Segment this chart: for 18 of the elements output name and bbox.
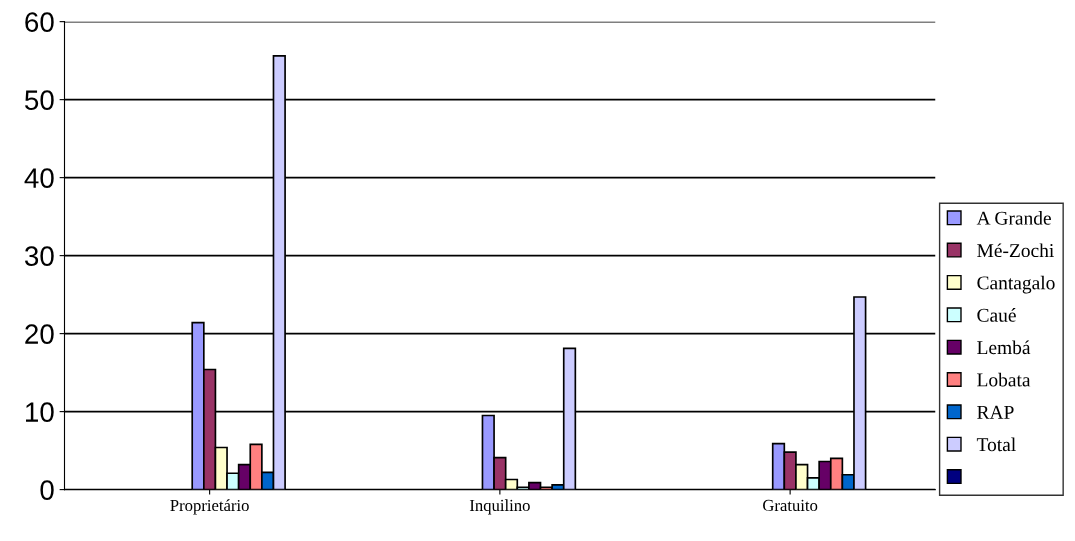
legend-label: Cantagalo — [977, 275, 1055, 294]
y-tick-label: 30 — [24, 246, 54, 266]
legend-label: Mé-Zochi — [977, 243, 1054, 258]
y-tick-label: 50 — [24, 90, 54, 110]
y-tick-label: 0 — [40, 480, 54, 500]
y-tick-label: 60 — [25, 12, 54, 32]
legend-label: Total — [976, 437, 1016, 452]
y-tick-label: 10 — [26, 402, 54, 422]
legend-label: Lembá — [977, 340, 1031, 355]
y-tick-label: 40 — [24, 168, 54, 188]
y-tick-label: 20 — [25, 324, 54, 344]
x-tick-label: Inquilino — [469, 499, 530, 515]
x-tick-label: Proprietário — [170, 499, 249, 515]
legend-label: RAP — [977, 405, 1014, 419]
legend-label: Lobata — [977, 372, 1031, 387]
x-tick-label: Gratuito — [763, 499, 818, 512]
legend-label: Caué — [977, 308, 1016, 322]
legend-label: A Grande — [976, 211, 1051, 225]
